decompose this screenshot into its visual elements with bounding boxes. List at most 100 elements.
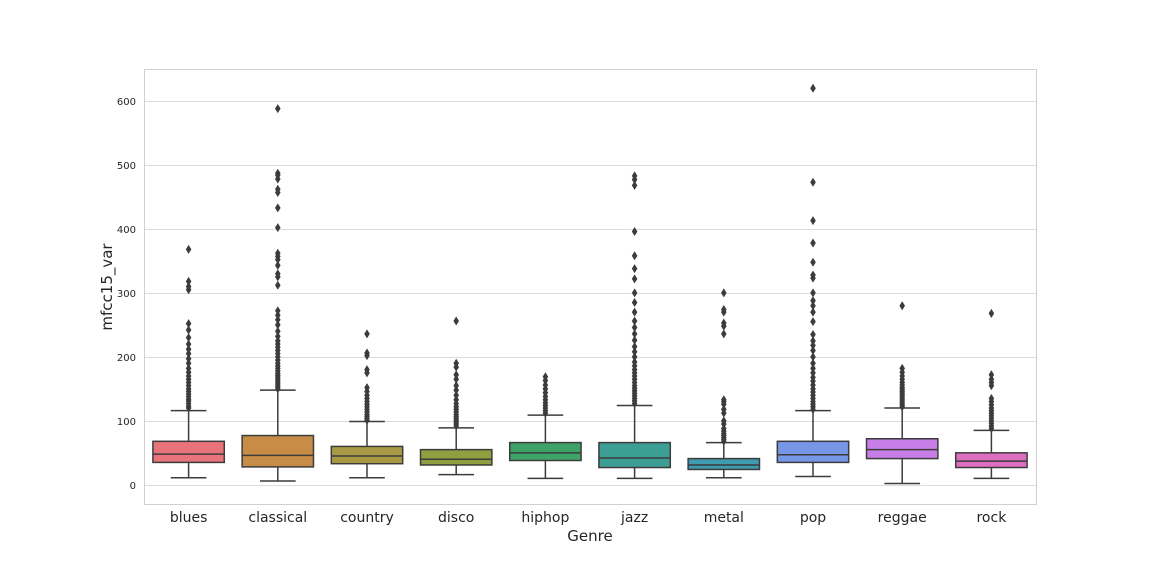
- outlier-point: [631, 307, 638, 317]
- outlier-point: [631, 342, 638, 352]
- outlier-point: [453, 390, 459, 400]
- box-group-rock: [954, 308, 1028, 480]
- y-tick-label: 400: [117, 225, 136, 236]
- outlier-point: [275, 223, 281, 233]
- outlier-point: [631, 357, 638, 367]
- outlier-point: [631, 335, 638, 345]
- outlier-point: [631, 352, 638, 362]
- box-group-metal: [687, 288, 761, 479]
- outlier-point: [631, 171, 638, 181]
- outlier-point: [364, 365, 370, 375]
- outlier-point: [185, 363, 192, 373]
- box-group-country: [330, 329, 404, 479]
- x-axis-title: Genre: [567, 527, 612, 545]
- x-tick-label: blues: [170, 510, 208, 526]
- x-tick-labels: blues classical country disco hiphop jazz meta…: [170, 510, 1007, 526]
- outlier-point: [810, 177, 816, 187]
- plot-frame: [144, 69, 1037, 505]
- outlier-point: [631, 264, 638, 274]
- x-tick-label: rock: [976, 510, 1007, 526]
- y-tick-label: 200: [117, 353, 136, 364]
- x-tick-label: hiphop: [521, 510, 569, 526]
- y-axis-title: mfcc15_var: [98, 243, 117, 331]
- box-group-jazz: [598, 171, 672, 480]
- outlier-point: [631, 251, 638, 261]
- x-tick-label: disco: [438, 510, 474, 526]
- y-tick-labels: 0 100 200 300 400 500 600: [117, 97, 136, 492]
- box-iqr: [152, 440, 226, 464]
- outlier-point: [810, 329, 816, 339]
- box-group-pop: [776, 83, 850, 478]
- outlier-point: [810, 216, 816, 226]
- y-tick-label: 600: [117, 97, 136, 108]
- outlier-point: [453, 381, 459, 391]
- outlier-point: [185, 282, 192, 291]
- box-group-reggae: [865, 301, 939, 485]
- outlier-point: [899, 301, 905, 311]
- box-iqr: [776, 440, 850, 464]
- outlier-point: [810, 83, 816, 93]
- outlier-point: [453, 316, 459, 326]
- boxes: [152, 83, 1028, 485]
- outlier-point: [275, 326, 281, 336]
- outlier-point: [275, 331, 281, 341]
- outlier-point: [453, 370, 459, 380]
- outlier-point: [810, 345, 816, 355]
- outlier-point: [185, 333, 192, 343]
- outlier-point: [899, 363, 905, 373]
- x-tick-label: country: [340, 510, 394, 526]
- outlier-point: [810, 317, 816, 327]
- outlier-point: [275, 269, 281, 279]
- outlier-point: [721, 416, 727, 426]
- x-tick-label: reggae: [878, 510, 927, 526]
- outlier-point: [275, 306, 281, 316]
- outlier-point: [721, 329, 727, 339]
- outlier-point: [364, 329, 370, 339]
- box-iqr: [241, 434, 315, 468]
- outlier-point: [631, 322, 638, 332]
- box-group-blues: [152, 244, 226, 479]
- outlier-point: [631, 297, 638, 307]
- box-group-disco: [419, 316, 493, 476]
- outlier-point: [631, 288, 638, 298]
- x-tick-label: pop: [800, 510, 826, 526]
- box-iqr: [954, 452, 1028, 469]
- outlier-point: [453, 358, 459, 368]
- gridlines: [144, 101, 1036, 486]
- outlier-point: [810, 352, 816, 362]
- y-tick-label: 100: [117, 417, 136, 428]
- outlier-point: [364, 383, 370, 393]
- outlier-point: [185, 276, 192, 286]
- box-iqr: [419, 448, 493, 466]
- box-iqr: [330, 445, 404, 465]
- outlier-point: [810, 288, 816, 298]
- outlier-point: [275, 260, 281, 270]
- outlier-point: [275, 184, 281, 194]
- y-tick-label: 0: [130, 481, 136, 492]
- outlier-point: [810, 307, 816, 317]
- outlier-point: [185, 319, 192, 329]
- outlier-point: [721, 404, 727, 414]
- outlier-point: [631, 180, 638, 190]
- outlier-point: [810, 257, 816, 267]
- x-tick-label: jazz: [620, 510, 648, 526]
- outlier-point: [275, 168, 281, 178]
- outlier-point: [721, 395, 727, 405]
- box-iqr: [598, 441, 672, 469]
- outlier-point: [721, 305, 727, 315]
- outlier-point: [988, 370, 995, 380]
- outlier-point: [275, 203, 281, 213]
- outlier-point: [631, 226, 638, 236]
- outlier-point: [275, 320, 281, 330]
- outlier-point: [631, 274, 638, 284]
- outlier-point: [988, 393, 995, 403]
- outlier-point: [185, 325, 192, 335]
- outlier-point: [275, 104, 281, 114]
- outlier-point: [810, 301, 816, 311]
- outlier-point: [185, 244, 192, 254]
- outlier-point: [364, 348, 370, 358]
- outlier-point: [275, 280, 281, 290]
- outlier-point: [631, 347, 638, 357]
- outlier-point: [185, 344, 192, 354]
